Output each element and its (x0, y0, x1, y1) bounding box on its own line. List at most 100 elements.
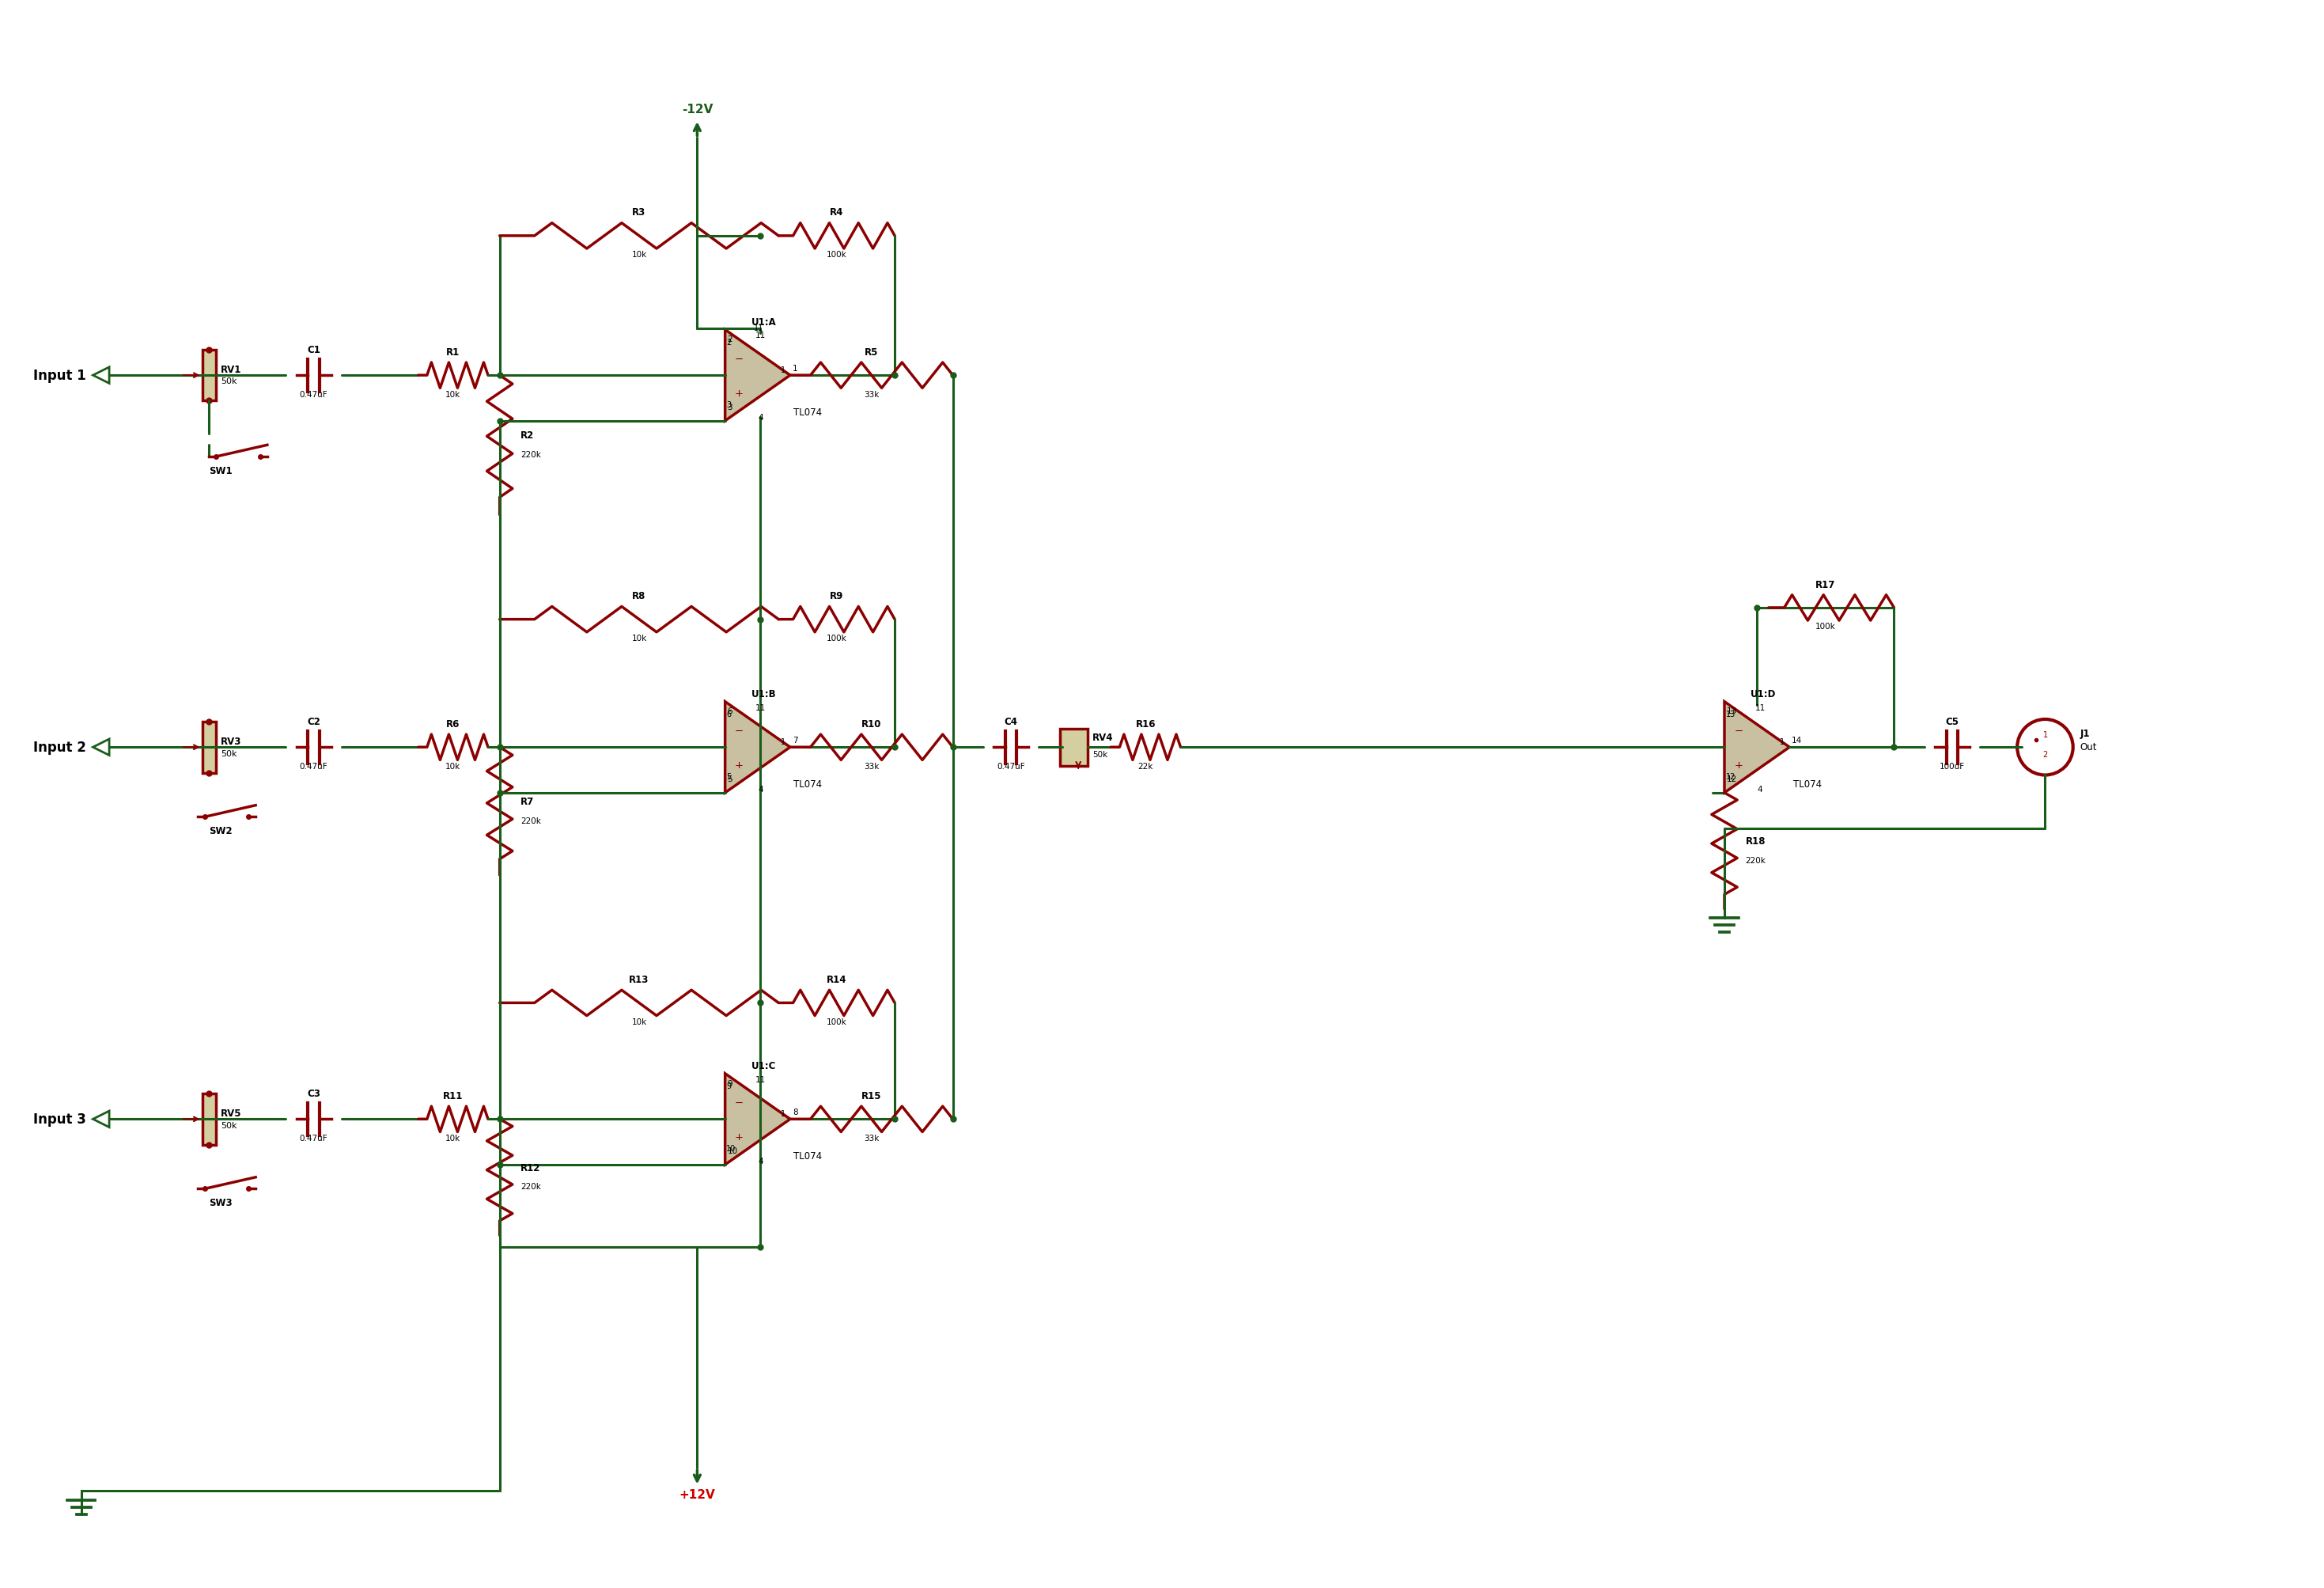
Text: 9: 9 (727, 1080, 732, 1088)
Text: 10k: 10k (446, 391, 460, 399)
Text: 1: 1 (2043, 730, 2047, 738)
Text: 1: 1 (792, 365, 797, 373)
Text: C3: C3 (307, 1088, 321, 1099)
Text: R10: R10 (862, 719, 881, 729)
Text: 22k: 22k (1139, 762, 1153, 770)
Bar (1060, 729, 1088, 765)
Text: 100k: 100k (827, 251, 846, 259)
Text: 11: 11 (755, 332, 767, 340)
Text: 6: 6 (727, 707, 732, 715)
Text: 11: 11 (1755, 703, 1766, 711)
Text: R6: R6 (446, 719, 460, 729)
Text: 1: 1 (781, 1110, 786, 1118)
Text: R11: R11 (444, 1091, 462, 1100)
Text: Out: Out (2080, 742, 2096, 753)
Text: R5: R5 (865, 346, 878, 357)
Text: 0.47uF: 0.47uF (300, 1134, 328, 1142)
Text: 100k: 100k (827, 1018, 846, 1026)
Text: 3: 3 (727, 403, 732, 411)
Text: R18: R18 (1745, 837, 1766, 846)
Text: SW3: SW3 (209, 1197, 232, 1207)
Text: R4: R4 (830, 208, 844, 218)
Text: 10k: 10k (632, 251, 646, 259)
Text: $+$: $+$ (734, 1132, 744, 1142)
Text: $-$: $-$ (734, 724, 744, 735)
Text: 8: 8 (792, 1108, 797, 1116)
Text: -12V: -12V (681, 103, 713, 116)
Text: TL074: TL074 (792, 778, 823, 789)
Text: TL074: TL074 (792, 407, 823, 418)
Text: 1: 1 (781, 738, 786, 746)
Text: $+$: $+$ (1734, 761, 1743, 770)
Polygon shape (725, 330, 790, 421)
Text: 33k: 33k (865, 762, 878, 770)
Text: 50k: 50k (1092, 751, 1109, 759)
Text: $+$: $+$ (734, 761, 744, 770)
Text: 12: 12 (1727, 775, 1738, 783)
Text: R12: R12 (521, 1162, 541, 1174)
Text: 10k: 10k (446, 1134, 460, 1142)
Text: 11: 11 (753, 324, 765, 332)
Text: 4: 4 (1757, 786, 1764, 794)
Text: 10k: 10k (632, 1018, 646, 1026)
Text: R13: R13 (630, 975, 648, 985)
Text: C1: C1 (307, 345, 321, 354)
Text: Input 1: Input 1 (33, 368, 86, 383)
Polygon shape (725, 1073, 790, 1166)
Text: $+$: $+$ (734, 387, 744, 399)
Bar (202, 1094, 216, 1145)
Text: 13: 13 (1727, 707, 1738, 715)
Text: U1:D: U1:D (1750, 689, 1776, 699)
Text: 14: 14 (1792, 737, 1803, 745)
Text: U1:A: U1:A (751, 318, 776, 327)
Text: 11: 11 (755, 703, 767, 711)
Text: U1:C: U1:C (751, 1061, 776, 1070)
Text: 10: 10 (727, 1147, 737, 1154)
Text: 7: 7 (792, 737, 797, 745)
Text: 13: 13 (1724, 710, 1736, 718)
Text: R16: R16 (1136, 719, 1155, 729)
Text: RV1: RV1 (221, 364, 242, 375)
Text: RV4: RV4 (1092, 732, 1113, 743)
Text: SW2: SW2 (209, 826, 232, 835)
Text: R9: R9 (830, 591, 844, 602)
Text: 5: 5 (725, 772, 732, 780)
Text: R2: R2 (521, 430, 535, 441)
Text: 4: 4 (758, 414, 765, 421)
Text: TL074: TL074 (1794, 778, 1822, 789)
Text: R7: R7 (521, 797, 535, 807)
Text: 5: 5 (727, 775, 732, 783)
Text: R8: R8 (632, 591, 646, 602)
Text: $-$: $-$ (734, 1097, 744, 1107)
Text: TL074: TL074 (792, 1150, 823, 1161)
Text: R1: R1 (446, 346, 460, 357)
Text: 11: 11 (755, 1075, 767, 1083)
Text: R3: R3 (632, 208, 646, 218)
Text: 0.47uF: 0.47uF (997, 762, 1025, 770)
Text: 0.47uF: 0.47uF (300, 391, 328, 399)
Text: 50k: 50k (221, 750, 237, 757)
Text: 3: 3 (725, 400, 732, 408)
Text: 33k: 33k (865, 391, 878, 399)
Text: 12: 12 (1724, 772, 1736, 780)
Text: 10k: 10k (632, 634, 646, 642)
Text: 100uF: 100uF (1941, 762, 1964, 770)
Text: J1: J1 (2080, 727, 2089, 738)
Text: Input 2: Input 2 (33, 740, 86, 754)
Text: 220k: 220k (521, 1183, 541, 1191)
Text: R17: R17 (1815, 580, 1836, 589)
Text: 220k: 220k (521, 816, 541, 824)
Text: 50k: 50k (221, 378, 237, 386)
Text: RV3: RV3 (221, 737, 242, 746)
Text: 220k: 220k (1745, 856, 1766, 864)
Text: 2: 2 (2043, 751, 2047, 759)
Text: RV5: RV5 (221, 1108, 242, 1118)
Bar (202, 723, 216, 773)
Polygon shape (1724, 702, 1789, 792)
Text: R15: R15 (862, 1091, 881, 1100)
Text: 1: 1 (1780, 738, 1785, 746)
Text: Input 3: Input 3 (33, 1112, 86, 1126)
Text: 9: 9 (725, 1081, 732, 1089)
Text: 0.47uF: 0.47uF (300, 762, 328, 770)
Text: 50k: 50k (221, 1121, 237, 1129)
